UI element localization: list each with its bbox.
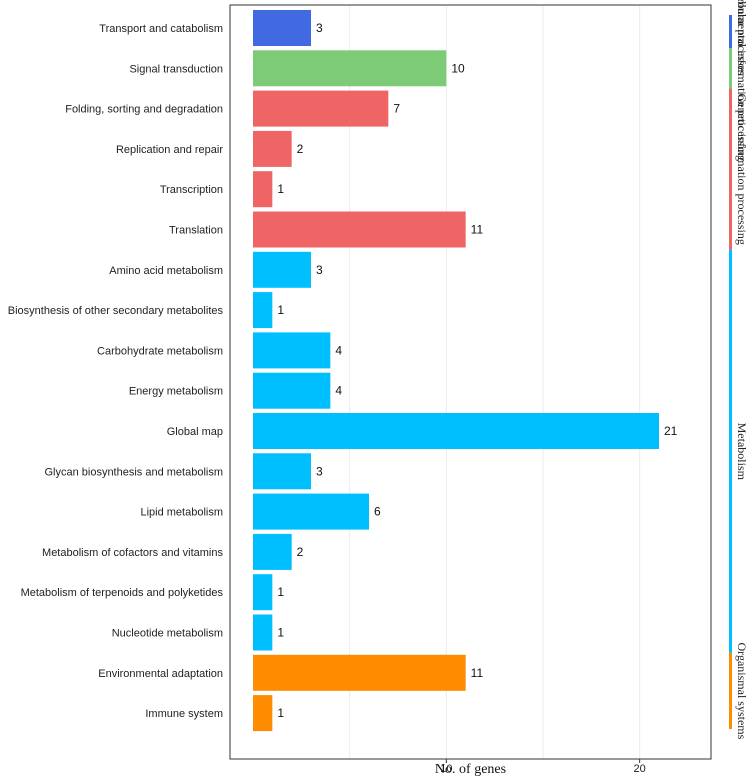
value-label: 2: [297, 142, 304, 156]
category-label: Nucleotide metabolism: [112, 628, 223, 640]
x-axis-title: No. of genes: [435, 762, 506, 777]
bar: [253, 50, 447, 87]
group-strip: [729, 88, 732, 250]
category-label: Metabolism of terpenoids and polyketides: [21, 587, 224, 599]
category-label: Replication and repair: [116, 144, 223, 156]
category-label: Glycan biosynthesis and metabolism: [44, 466, 223, 478]
value-label: 4: [335, 384, 342, 398]
bar: [253, 211, 466, 248]
category-label: Energy metabolism: [129, 386, 223, 398]
bar: [253, 695, 273, 732]
group-strip: [729, 652, 732, 729]
category-label: Metabolism of cofactors and vitamins: [42, 547, 223, 559]
bar: [253, 10, 311, 46]
bar: [253, 614, 273, 651]
value-label: 1: [277, 585, 284, 599]
value-label: 10: [451, 61, 465, 75]
bar: [253, 533, 292, 570]
bar: [253, 171, 273, 208]
category-label: Biosynthesis of other secondary metaboli…: [8, 305, 224, 317]
value-label: 3: [316, 21, 323, 35]
group-strip: [729, 48, 732, 89]
category-label: Translation: [169, 225, 223, 237]
group-label: Genetic information processing: [735, 94, 749, 245]
bars: [253, 10, 659, 732]
category-labels: Transport and catabolism Signal transduct…: [8, 23, 224, 720]
category-label: Transcription: [160, 184, 223, 196]
bar: [253, 413, 659, 449]
value-label: 11: [471, 223, 484, 237]
category-label: Amino acid metabolism: [109, 265, 223, 277]
category-label: Immune system: [145, 708, 223, 720]
bar: [253, 251, 311, 288]
category-label: Carbohydrate metabolism: [97, 345, 223, 357]
group-label: Cellular processes: [735, 0, 749, 76]
group-label: Organismal systems: [735, 643, 749, 740]
value-label: 21: [664, 424, 678, 438]
category-label: Global map: [167, 426, 223, 438]
bar: [253, 453, 311, 490]
group-label: Environmental information processing: [735, 0, 749, 161]
x-axis: 10 20: [440, 759, 646, 775]
bar: [253, 130, 292, 167]
bar: [253, 332, 331, 369]
value-label: 3: [316, 464, 323, 478]
value-label: 1: [277, 706, 284, 720]
gridlines: [349, 5, 641, 759]
value-label: 1: [277, 182, 284, 196]
value-label: 6: [374, 505, 381, 519]
value-label: 1: [277, 303, 284, 317]
plot-frame: [229, 4, 712, 760]
value-label: 11: [471, 666, 484, 680]
category-label: Environmental adaptation: [98, 668, 223, 680]
category-label: Signal transduction: [129, 63, 223, 75]
bar: [253, 574, 273, 611]
group-label: Metabolism: [735, 423, 749, 481]
x-tick-label: 20: [634, 763, 646, 775]
value-label: 3: [316, 263, 323, 277]
bar: [253, 493, 369, 530]
value-label: 4: [335, 343, 342, 357]
category-label: Transport and catabolism: [99, 23, 223, 35]
category-label: Folding, sorting and degradation: [65, 104, 223, 116]
bar: [253, 90, 389, 127]
category-label: Lipid metabolism: [140, 507, 223, 519]
value-label: 1: [277, 626, 284, 640]
value-label: 7: [393, 102, 400, 116]
bar: [253, 292, 273, 329]
value-label: 2: [297, 545, 304, 559]
group-strip: [729, 249, 732, 653]
bar: [253, 372, 331, 409]
bar: [253, 654, 466, 691]
x-tick-label: 10: [440, 763, 452, 775]
group-strip: [729, 15, 732, 49]
